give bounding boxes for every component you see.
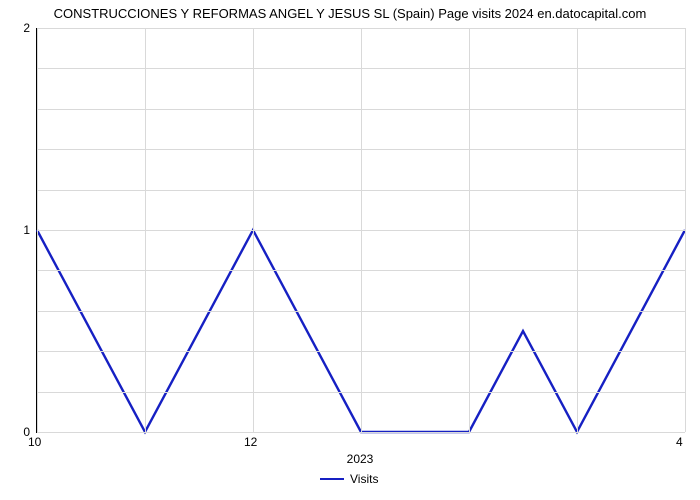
- x-tick-label: 12: [244, 436, 257, 448]
- plot-area: [36, 28, 685, 433]
- grid-line-horizontal: [37, 149, 685, 150]
- grid-line-horizontal: [37, 270, 685, 271]
- chart-legend: Visits: [320, 472, 378, 486]
- grid-line-horizontal: [37, 28, 685, 29]
- grid-line-horizontal: [37, 109, 685, 110]
- grid-line-horizontal: [37, 311, 685, 312]
- grid-line-horizontal: [37, 230, 685, 231]
- grid-line-horizontal: [37, 68, 685, 69]
- grid-line-horizontal: [37, 432, 685, 433]
- chart-container: { "chart": { "type": "line", "title": "C…: [0, 0, 700, 500]
- chart-title: CONSTRUCCIONES Y REFORMAS ANGEL Y JESUS …: [0, 6, 700, 21]
- x-tick-label: 10: [28, 436, 41, 448]
- y-tick-label: 1: [23, 224, 30, 236]
- grid-line-horizontal: [37, 392, 685, 393]
- grid-line-vertical: [685, 28, 686, 432]
- grid-line-horizontal: [37, 351, 685, 352]
- x-axis-caption: 2023: [36, 452, 684, 466]
- y-tick-label: 2: [23, 22, 30, 34]
- legend-label-visits: Visits: [350, 472, 378, 486]
- legend-swatch-visits: [320, 478, 344, 480]
- x-tick-label: 4: [676, 436, 683, 448]
- grid-line-horizontal: [37, 190, 685, 191]
